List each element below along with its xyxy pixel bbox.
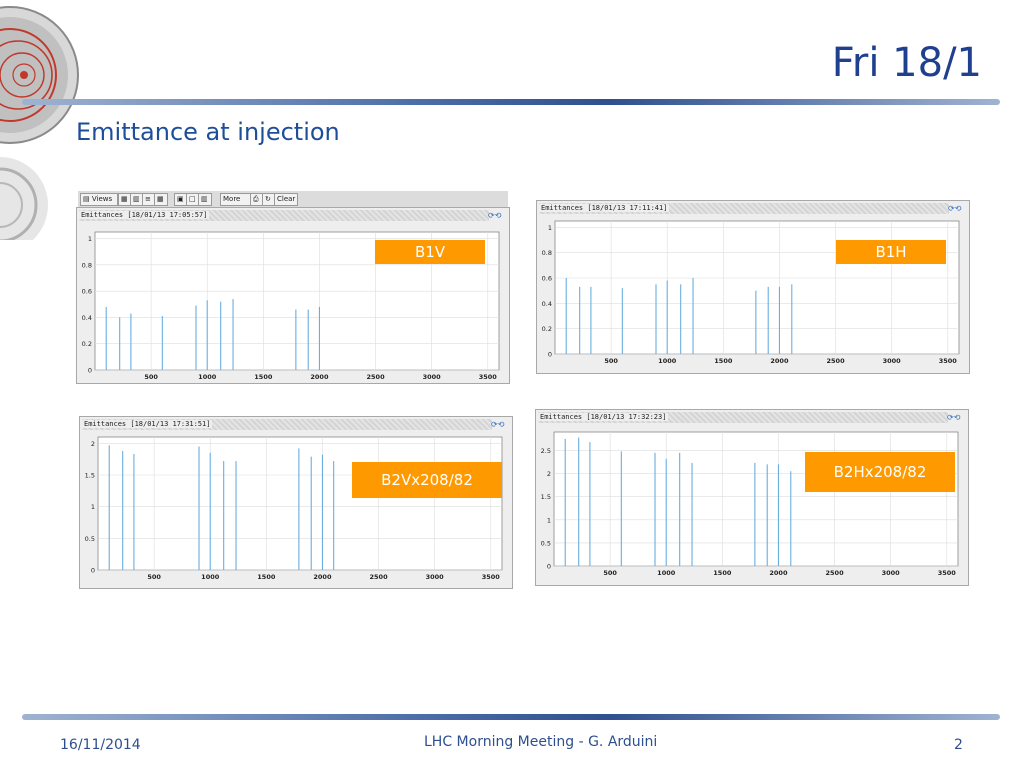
y-tick-label: 0.6 [82, 288, 92, 296]
slide-subtitle: Emittance at injection [76, 118, 340, 146]
beam-label-b2v: B2Vx208/82 [352, 462, 502, 498]
slide-title: Fri 18/1 [831, 40, 982, 86]
clear-label: Clear [277, 195, 296, 203]
y-tick-label: 2 [91, 440, 95, 448]
x-tick-label: 1500 [254, 373, 273, 381]
y-tick-label: 0.4 [82, 314, 92, 322]
x-tick-label: 3500 [938, 569, 957, 577]
x-tick-label: 500 [144, 373, 158, 381]
panel-title: Emittances [18/01/13 17:05:57] [79, 210, 489, 221]
y-tick-label: 0.2 [82, 340, 92, 348]
y-tick-label: 1.5 [85, 472, 95, 480]
y-tick-label: 0 [91, 567, 95, 575]
y-tick-label: 0.5 [541, 539, 551, 547]
x-tick-label: 500 [604, 357, 618, 365]
x-tick-label: 3500 [479, 373, 498, 381]
footer-date: 16/11/2014 [60, 737, 141, 753]
beam-label-b1h: B1H [836, 240, 946, 264]
emittance-chart-b2v: Emittances [18/01/13 17:31:51] ⟳⟲ 500 100… [79, 416, 513, 589]
x-tick-label: 1000 [657, 569, 676, 577]
x-tick-label: 1500 [713, 569, 732, 577]
emittance-chart-b1v: Emittances [18/01/13 17:05:57] ⟳⟲ 500 100… [76, 207, 510, 384]
panel-refresh-icon[interactable]: ⟳⟲ [491, 420, 505, 429]
y-tick-label: 0.6 [542, 275, 552, 283]
chart-plot: 500 1000 1500 2000 2500 3000 3500 0 0.5 1 1.5 2 [85, 436, 503, 581]
x-tick-label: 500 [147, 573, 161, 581]
x-tick-label: 2500 [826, 569, 845, 577]
x-tick-label: 2500 [367, 373, 386, 381]
x-tick-label: 3500 [482, 573, 501, 581]
panel-refresh-icon[interactable]: ⟳⟲ [488, 211, 502, 220]
y-tick-label: 2 [547, 470, 551, 478]
chart-toolbar: ▤ Views ▦ ▥ ≡ ▦ ▣ □ ▥ More ⎙ ↻ Clear [78, 191, 508, 208]
emittance-chart-b1h: Emittances [18/01/13 17:11:41] ⟳⟲ 500 100… [536, 200, 970, 374]
panel-title: Emittances [18/01/13 17:11:41] [539, 203, 949, 214]
y-tick-label: 2.5 [541, 447, 551, 455]
footer-page-number: 2 [954, 737, 963, 753]
beam-label-b1v: B1V [375, 240, 485, 264]
chart-plot: 500 1000 1500 2000 2500 3000 3500 0 0.2 0.4 0.6 0.8… [542, 220, 960, 365]
y-tick-label: 1.5 [541, 493, 551, 501]
views-label: Views [91, 195, 113, 203]
table-icon[interactable]: ▦ [154, 193, 168, 206]
x-tick-label: 2000 [313, 573, 332, 581]
y-tick-label: 0 [88, 367, 92, 375]
x-tick-label: 1000 [658, 357, 677, 365]
views-button[interactable]: ▤ Views [80, 193, 118, 206]
clear-button[interactable]: Clear [274, 193, 298, 206]
x-tick-label: 2000 [769, 569, 788, 577]
panel-title: Emittances [18/01/13 17:32:23] [538, 412, 948, 423]
more-button[interactable]: More [220, 193, 252, 206]
plot-area [97, 436, 503, 571]
y-tick-label: 0.8 [542, 249, 552, 257]
x-tick-label: 1500 [257, 573, 276, 581]
x-tick-label: 1500 [714, 357, 733, 365]
y-tick-label: 0.8 [82, 261, 92, 269]
x-tick-label: 3000 [426, 573, 445, 581]
y-tick-label: 1 [547, 516, 551, 524]
footer-meeting: LHC Morning Meeting - G. Arduini [424, 734, 658, 750]
bottom-divider [22, 714, 1000, 720]
x-tick-label: 3000 [423, 373, 442, 381]
y-tick-label: 1 [91, 503, 95, 511]
x-tick-label: 3000 [882, 569, 901, 577]
x-tick-label: 500 [603, 569, 617, 577]
x-tick-label: 2500 [827, 357, 846, 365]
y-tick-label: 0.5 [85, 535, 95, 543]
y-tick-label: 0 [547, 563, 551, 571]
y-tick-label: 1 [88, 235, 92, 243]
beam-label-b2h: B2Hx208/82 [805, 452, 955, 492]
panel-refresh-icon[interactable]: ⟳⟲ [947, 413, 961, 422]
panel-refresh-icon[interactable]: ⟳⟲ [948, 204, 962, 213]
y-tick-label: 0.4 [542, 300, 552, 308]
emittance-chart-b2h: Emittances [18/01/13 17:32:23] ⟳⟲ 500 100… [535, 409, 969, 586]
more-label: More [223, 195, 241, 203]
x-tick-label: 3000 [883, 357, 902, 365]
x-tick-label: 2500 [370, 573, 389, 581]
chart-plot: 500 1000 1500 2000 2500 3000 3500 0 0.5 1 1.5 2 2.5 [541, 431, 959, 577]
x-tick-label: 1000 [201, 573, 220, 581]
views-icon: ▤ [83, 195, 90, 203]
y-tick-label: 0 [548, 351, 552, 359]
x-tick-label: 2000 [310, 373, 329, 381]
top-divider [22, 99, 1000, 105]
y-tick-label: 1 [548, 224, 552, 232]
x-tick-label: 3500 [939, 357, 958, 365]
panel-title: Emittances [18/01/13 17:31:51] [82, 419, 492, 430]
x-tick-label: 1000 [198, 373, 217, 381]
x-tick-label: 2000 [770, 357, 789, 365]
y-tick-label: 0.2 [542, 325, 552, 333]
columns-icon[interactable]: ▥ [198, 193, 212, 206]
